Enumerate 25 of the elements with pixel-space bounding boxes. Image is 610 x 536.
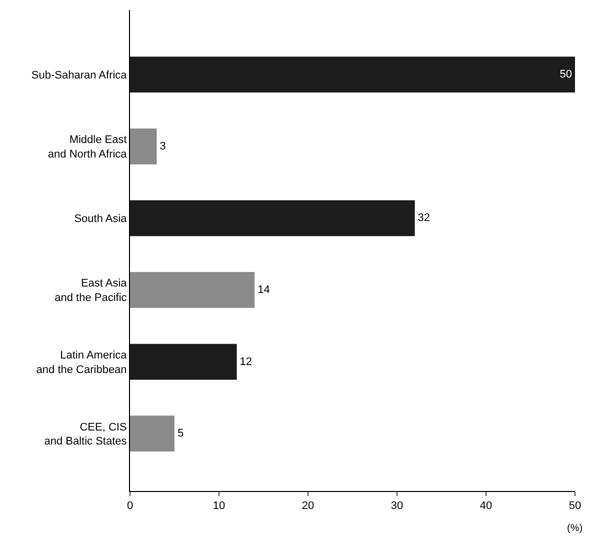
- bar: [130, 56, 575, 93]
- x-tick-label: 10: [212, 500, 226, 512]
- data-label: 5: [178, 428, 184, 440]
- bar: [130, 344, 237, 380]
- bar: [130, 416, 174, 452]
- x-tick-label: 40: [480, 500, 492, 512]
- x-axis-title: (%): [567, 523, 583, 534]
- y-tick-label: Sub-Saharan Africa: [31, 69, 128, 82]
- y-tick-label: Latin America and the Caribbean: [36, 349, 128, 376]
- y-tick-label: Middle East and North Africa: [48, 134, 128, 160]
- x-tick-label: 20: [302, 500, 314, 512]
- bar: [130, 128, 157, 164]
- data-label: 3: [160, 140, 166, 152]
- x-tick-label: 0: [126, 500, 134, 512]
- y-tick-label: CEE, CIS and Baltic States: [44, 421, 128, 448]
- y-tick-label: East Asia and the Pacific: [54, 278, 128, 304]
- bar: [130, 272, 255, 308]
- y-tick-label: South Asia: [74, 213, 128, 226]
- data-label: 32: [418, 212, 430, 224]
- data-label: 50: [560, 68, 572, 81]
- bar: [130, 200, 415, 236]
- data-label: 12: [240, 356, 252, 368]
- data-label: 14: [258, 284, 270, 296]
- x-tick-label: 50: [568, 500, 582, 512]
- x-tick-label: 30: [390, 500, 404, 512]
